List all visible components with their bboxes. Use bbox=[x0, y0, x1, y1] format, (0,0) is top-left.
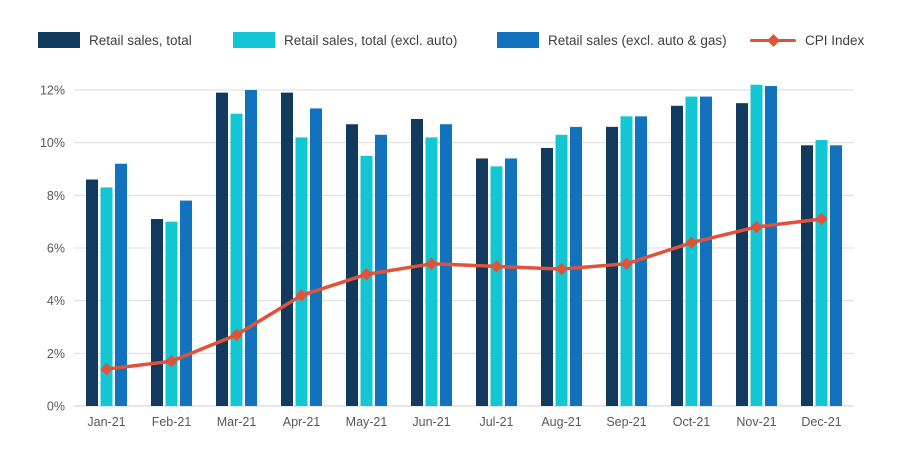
bar-Nov-21-series1 bbox=[750, 84, 763, 406]
bar-Jun-21-series0 bbox=[411, 118, 423, 406]
x-axis-label-Oct-21: Oct-21 bbox=[673, 415, 711, 429]
retail-excl-auto-swatch bbox=[233, 32, 275, 48]
bar-May-21-series0 bbox=[346, 124, 358, 406]
cpi-marker-Dec-21 bbox=[815, 212, 828, 226]
cpi-marker-Jan-21 bbox=[100, 362, 113, 376]
bar-Apr-21-series0 bbox=[281, 92, 293, 406]
x-axis-label-Feb-21: Feb-21 bbox=[152, 415, 192, 429]
retail-total-swatch bbox=[38, 32, 80, 48]
bar-Apr-21-series1 bbox=[295, 137, 308, 406]
cpi-marker-Mar-21 bbox=[230, 328, 243, 342]
bar-Mar-21-series2 bbox=[245, 90, 257, 406]
bar-Nov-21-series0 bbox=[736, 103, 748, 407]
cpi-marker-May-21 bbox=[360, 268, 373, 281]
legend-label-retail-total: Retail sales, total bbox=[89, 32, 192, 48]
y-axis-label-4%: 4% bbox=[47, 294, 65, 308]
x-axis-label-Aug-21: Aug-21 bbox=[541, 415, 581, 429]
cpi-index-line bbox=[104, 217, 824, 371]
x-axis-label-Jul-21: Jul-21 bbox=[479, 415, 513, 429]
y-axis-label-10%: 10% bbox=[40, 136, 65, 150]
x-axis-label-Jun-21: Jun-21 bbox=[412, 415, 450, 429]
bar-Dec-21-series1 bbox=[815, 140, 828, 407]
bar-Mar-21-series0 bbox=[216, 92, 228, 406]
bar-Mar-21-series1 bbox=[230, 113, 243, 406]
x-axis-label-May-21: May-21 bbox=[346, 415, 388, 429]
y-axis-label-8%: 8% bbox=[47, 189, 65, 203]
legend-label-retail-excl-auto-gas: Retail sales (excl. auto & gas) bbox=[548, 32, 727, 48]
cpi-marker-Sep-21 bbox=[620, 257, 633, 270]
legend-label-retail-excl-auto: Retail sales, total (excl. auto) bbox=[284, 32, 458, 48]
bar-Jul-21-series1 bbox=[490, 166, 503, 406]
bar-Jan-21-series2 bbox=[115, 163, 127, 406]
bar-Jan-21-series1 bbox=[100, 187, 113, 406]
legend-item-cpi-index: CPI Index bbox=[750, 31, 864, 49]
x-axis-label-Apr-21: Apr-21 bbox=[283, 415, 321, 429]
y-axis-label-6%: 6% bbox=[47, 242, 65, 256]
retail-excl-auto-gas-swatch bbox=[497, 32, 539, 48]
y-axis-label-2%: 2% bbox=[47, 347, 65, 361]
x-axis-label-Jan-21: Jan-21 bbox=[87, 415, 125, 429]
bar-Dec-21-series0 bbox=[801, 145, 813, 407]
x-axis-label-Nov-21: Nov-21 bbox=[736, 415, 776, 429]
cpi-marker-Jul-21 bbox=[490, 260, 503, 273]
bar-Dec-21-series2 bbox=[830, 145, 842, 407]
legend-label-cpi-index: CPI Index bbox=[805, 32, 865, 48]
cpi-marker-Oct-21 bbox=[685, 236, 698, 249]
bar-Feb-21-series1 bbox=[165, 221, 178, 406]
bar-Feb-21-series2 bbox=[180, 200, 192, 406]
x-axis-label-Mar-21: Mar-21 bbox=[217, 415, 257, 429]
cpi-line-marker-icon bbox=[750, 32, 796, 48]
bar-May-21-series1 bbox=[360, 155, 373, 406]
cpi-marker-Feb-21 bbox=[165, 355, 178, 368]
bar-Jul-21-series2 bbox=[505, 158, 517, 406]
bar-Apr-21-series2 bbox=[310, 108, 322, 406]
legend-item-retail-excl-auto: Retail sales, total (excl. auto) bbox=[233, 31, 457, 49]
bar-Feb-21-series0 bbox=[151, 219, 163, 406]
y-axis-label-0%: 0% bbox=[47, 400, 65, 414]
bar-Sep-21-series2 bbox=[635, 116, 647, 406]
bar-Oct-21-series2 bbox=[700, 96, 712, 406]
cpi-marker-Apr-21 bbox=[295, 289, 308, 302]
cpi-marker-Nov-21 bbox=[750, 220, 763, 234]
cpi-marker-Jun-21 bbox=[425, 257, 438, 270]
legend: Retail sales, total Retail sales, total … bbox=[0, 0, 900, 64]
bar-Jan-21-series0 bbox=[86, 179, 98, 406]
bar-Oct-21-series1 bbox=[685, 96, 698, 406]
legend-item-retail-total: Retail sales, total bbox=[38, 31, 192, 49]
bar-Nov-21-series2 bbox=[765, 86, 777, 407]
bar-Oct-21-series0 bbox=[671, 105, 683, 407]
x-axis-label-Dec-21: Dec-21 bbox=[801, 415, 841, 429]
bar-Aug-21-series0 bbox=[541, 147, 553, 406]
bar-Jul-21-series0 bbox=[476, 158, 488, 406]
x-axis-label-Sep-21: Sep-21 bbox=[606, 415, 646, 429]
bar-Jun-21-series1 bbox=[425, 137, 438, 406]
y-axis-label-12%: 12% bbox=[40, 84, 65, 98]
legend-item-retail-excl-auto-gas: Retail sales (excl. auto & gas) bbox=[497, 31, 727, 49]
cpi-marker-Aug-21 bbox=[555, 262, 568, 276]
